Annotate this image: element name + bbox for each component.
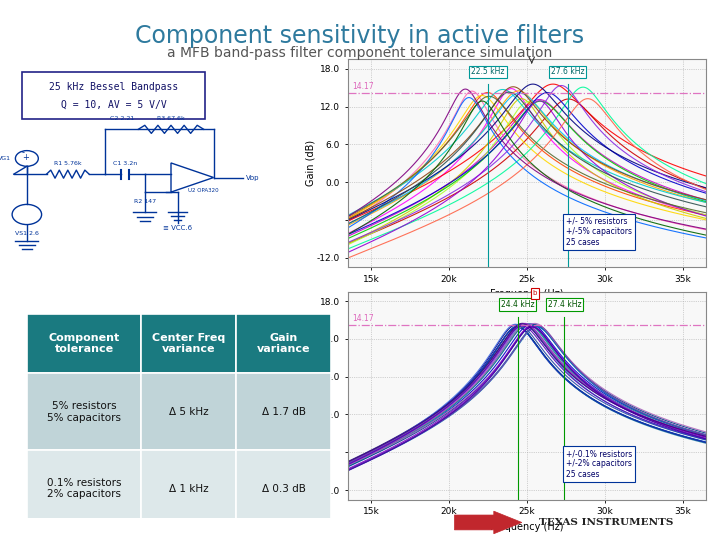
Text: Vbp: Vbp xyxy=(246,174,260,180)
Circle shape xyxy=(12,205,42,225)
Bar xyxy=(236,450,331,527)
Text: Q = 10, AV = 5 V/V: Q = 10, AV = 5 V/V xyxy=(60,100,166,110)
Text: R3 67.6k: R3 67.6k xyxy=(157,116,185,122)
X-axis label: Frequency (Hz): Frequency (Hz) xyxy=(490,289,564,300)
Text: 14.17: 14.17 xyxy=(352,314,374,323)
Text: Δ 0.3 dB: Δ 0.3 dB xyxy=(262,483,305,494)
Text: Δ 1.7 dB: Δ 1.7 dB xyxy=(261,407,306,417)
Bar xyxy=(27,450,141,527)
Text: R1 5.76k: R1 5.76k xyxy=(54,161,81,166)
Text: Gain
variance: Gain variance xyxy=(257,333,310,354)
Y-axis label: Gain (dB): Gain (dB) xyxy=(305,373,315,418)
Text: a MFB band-pass filter component tolerance simulation: a MFB band-pass filter component toleran… xyxy=(167,46,553,60)
Text: 22.5 kHz: 22.5 kHz xyxy=(472,68,505,77)
Text: 14.17: 14.17 xyxy=(352,82,374,91)
Text: +/- 5% resistors
+/-5% capacitors
25 cases: +/- 5% resistors +/-5% capacitors 25 cas… xyxy=(566,217,632,247)
Bar xyxy=(236,373,331,450)
Text: TEXAS INSTRUMENTS: TEXAS INSTRUMENTS xyxy=(539,518,673,527)
Text: C2 2.21: C2 2.21 xyxy=(109,116,134,122)
Text: +: + xyxy=(22,153,29,161)
Polygon shape xyxy=(454,511,522,534)
FancyBboxPatch shape xyxy=(22,72,205,119)
Bar xyxy=(236,314,331,373)
Text: Center Freq
variance: Center Freq variance xyxy=(152,333,225,354)
Text: Δ 1 kHz: Δ 1 kHz xyxy=(168,483,209,494)
Text: Component
tolerance: Component tolerance xyxy=(48,333,120,354)
Text: Δ 5 kHz: Δ 5 kHz xyxy=(168,407,209,417)
Text: Component sensitivity in active filters: Component sensitivity in active filters xyxy=(135,24,585,48)
Text: U2 OPA320: U2 OPA320 xyxy=(189,188,219,193)
Bar xyxy=(141,450,236,527)
Text: +/-0.1% resistors
+/-2% capacitors
25 cases: +/-0.1% resistors +/-2% capacitors 25 ca… xyxy=(566,449,632,479)
Text: C1 3.2n: C1 3.2n xyxy=(113,161,138,166)
Text: 0.1% resistors
2% capacitors: 0.1% resistors 2% capacitors xyxy=(47,478,122,500)
Text: VG1: VG1 xyxy=(0,156,11,161)
Bar xyxy=(141,373,236,450)
Bar xyxy=(27,314,141,373)
Bar xyxy=(27,373,141,450)
Bar xyxy=(141,314,236,373)
Text: VS1 2.6: VS1 2.6 xyxy=(15,231,39,235)
Circle shape xyxy=(15,151,38,166)
Polygon shape xyxy=(171,163,214,192)
Text: 25 kHz Bessel Bandpass: 25 kHz Bessel Bandpass xyxy=(49,82,179,92)
Text: ≡ VCC.6: ≡ VCC.6 xyxy=(163,225,192,231)
Y-axis label: Gain (dB): Gain (dB) xyxy=(305,140,315,186)
Text: 5% resistors
5% capacitors: 5% resistors 5% capacitors xyxy=(47,401,121,422)
Text: 24.4 kHz: 24.4 kHz xyxy=(501,300,534,309)
X-axis label: Frequency (Hz): Frequency (Hz) xyxy=(490,522,564,532)
Text: 27.4 kHz: 27.4 kHz xyxy=(548,300,581,309)
Text: R2 147: R2 147 xyxy=(134,199,156,204)
Text: 27.6 kHz: 27.6 kHz xyxy=(551,68,585,77)
Text: b: b xyxy=(533,291,537,296)
Text: -: - xyxy=(22,148,25,157)
